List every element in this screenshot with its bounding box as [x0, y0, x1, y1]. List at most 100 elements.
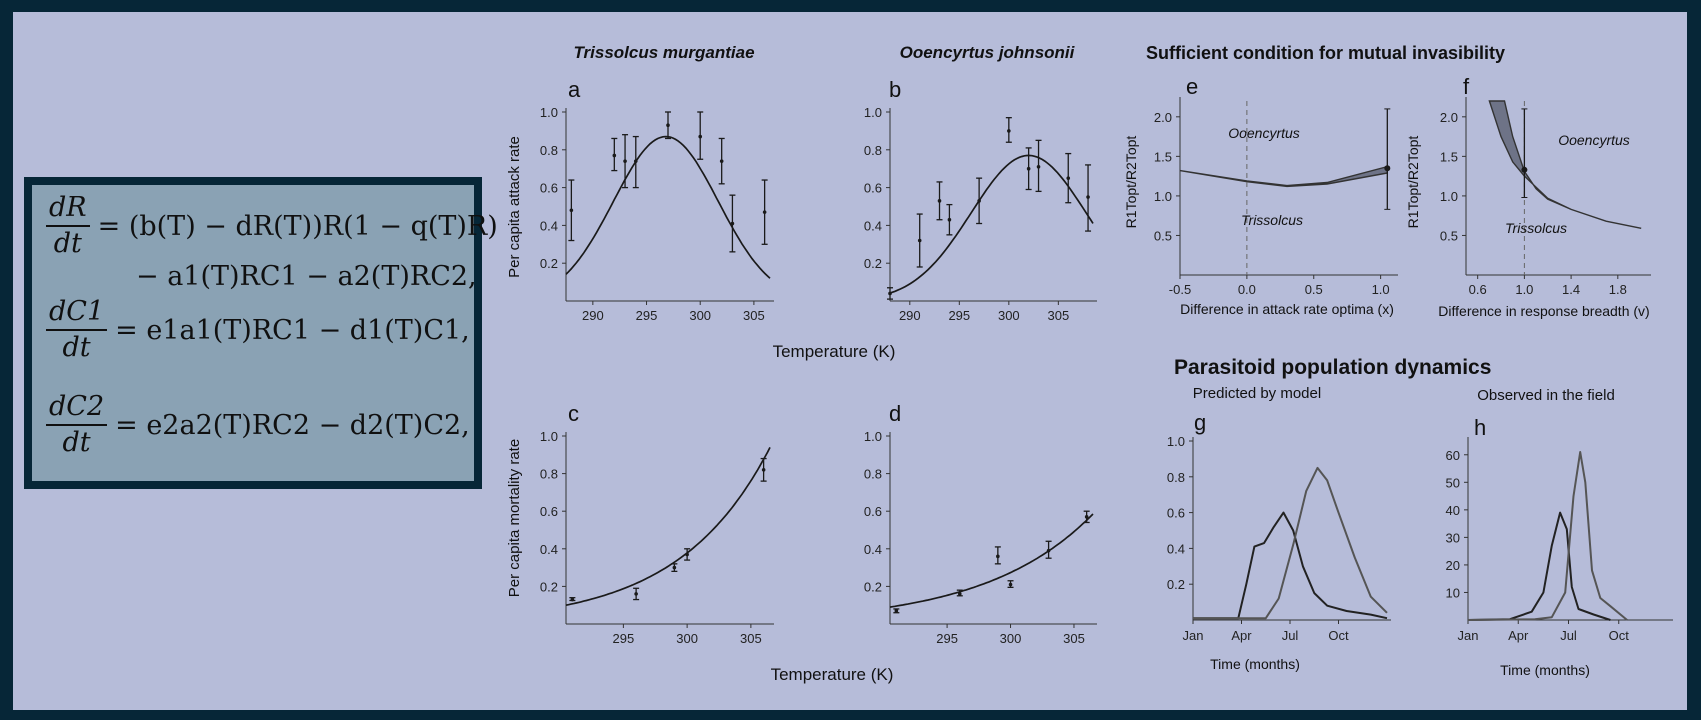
y-tick-label: 0.4: [864, 218, 882, 233]
series-line-1: [1193, 511, 1388, 620]
x-tick-label: Jan: [1458, 628, 1479, 643]
chart-panel-f: f 0.5 1.0 1.5 2.0 0.6 1.0 1.4 1.8 R1Topt/R2Topt Di…: [1405, 74, 1651, 319]
data-point: [612, 153, 617, 158]
y-tick-label: 1.0: [864, 429, 882, 444]
fraction-numerator: dC1: [46, 295, 108, 331]
data-point: [569, 208, 574, 213]
x-tick-label: 0.5: [1305, 282, 1323, 297]
series-line-2: [1193, 466, 1388, 620]
x-tick-label: 0.6: [1469, 282, 1487, 297]
y-tick-label: 0.4: [540, 218, 558, 233]
y-tick-label: 0.6: [864, 504, 882, 519]
y-tick-label: 0.6: [1167, 506, 1185, 521]
fraction-denominator: dt: [62, 332, 91, 363]
data-point: [1384, 165, 1391, 172]
x-axis-label: Time (months): [1210, 656, 1300, 672]
y-tick-label: 1.0: [1440, 189, 1458, 204]
fraction-numerator: dC2: [46, 390, 108, 426]
fitted-curve: [565, 447, 771, 607]
data-point: [666, 123, 670, 128]
x-tick-label: 1.0: [1515, 282, 1533, 297]
y-tick-label: 1.0: [540, 105, 558, 120]
panel-letter-e: e: [1186, 74, 1198, 99]
y-tick-label: 1.5: [1154, 149, 1172, 164]
equation-continuation: − a1(T)RC1 − a2(T)RC2,: [136, 261, 477, 292]
region-label-upper: Ooencyrtus: [1228, 125, 1300, 141]
y-tick-label: 0.8: [540, 143, 558, 158]
x-tick-label: 290: [899, 308, 921, 323]
y-tick-label: 0.2: [864, 256, 882, 271]
chart-panel-c: c 0.2 0.4 0.6 0.8 1.0 295 300 305 Per capita mort…: [506, 401, 774, 646]
fraction-denominator: dt: [62, 427, 91, 458]
y-axis-label: Per capita attack rate: [506, 136, 523, 278]
y-tick-label: 0.5: [1154, 228, 1172, 243]
y-tick-label: 10: [1446, 585, 1460, 600]
data-point: [1086, 195, 1090, 199]
data-point: [623, 159, 627, 163]
equation-resource: dR dt = (b(T) − dR(T))R(1 − q(T)R): [46, 191, 498, 261]
y-tick-label: 0.2: [540, 579, 558, 594]
data-point: [1036, 165, 1041, 169]
panel-letter-b: b: [889, 77, 901, 102]
data-point: [672, 565, 677, 570]
data-point: [633, 159, 638, 163]
y-axis-label: R1Topt/R2Topt: [1123, 136, 1139, 229]
data-point: [762, 210, 767, 214]
y-axis-label: R1Topt/R2Topt: [1405, 136, 1421, 229]
y-tick-label: 0.2: [540, 256, 558, 271]
panel-letter-g: g: [1194, 410, 1206, 435]
y-tick-label: 0.4: [1167, 541, 1185, 556]
data-point: [1046, 548, 1051, 553]
data-point: [937, 199, 942, 203]
plot-area: a 0.2 0.4 0.6 0.8 1.0 290 295 300 305 Per capita a…: [506, 74, 1673, 678]
species-title-b: Ooencyrtus johnsonii: [900, 43, 1076, 62]
panel-letter-c: c: [568, 401, 579, 426]
observed-subtitle: Observed in the field: [1477, 387, 1615, 404]
x-tick-label: 305: [743, 308, 765, 323]
chart-panel-h: h 10 20 30 40 50 60 Jan Apr Jul Oct Time (months): [1446, 415, 1673, 678]
x-tick-label: Jul: [1560, 628, 1577, 643]
y-axis-label: Per capita mortality rate: [506, 439, 523, 597]
fitted-curve: [889, 513, 1094, 608]
data-point: [1066, 176, 1071, 180]
y-tick-label: 30: [1446, 530, 1460, 545]
fitted-curve: [565, 135, 771, 279]
x-tick-label: 305: [1047, 308, 1069, 323]
data-point: [977, 199, 981, 203]
temperature-axis-label-bottom: Temperature (K): [771, 665, 894, 684]
data-point: [719, 159, 724, 163]
y-tick-label: 50: [1446, 475, 1460, 490]
data-point: [1026, 166, 1031, 171]
x-tick-label: 1.0: [1372, 282, 1390, 297]
x-tick-label: -0.5: [1169, 282, 1191, 297]
equation-consumer-1: dC1 dt = e1a1(T)RC1 − d1(T)C1,: [46, 295, 470, 365]
chart-panel-g: g 0.2 0.4 0.6 0.8 1.0 Jan Apr Jul Oct Time (months…: [1167, 410, 1391, 672]
equation-rhs: = (b(T) − dR(T))R(1 − q(T)R): [97, 210, 498, 242]
x-tick-label: 1.8: [1609, 282, 1627, 297]
x-tick-label: 300: [689, 308, 711, 323]
y-tick-label: 1.5: [1440, 149, 1458, 164]
species-title-a: Trissolcus murgantiae: [573, 43, 754, 62]
y-tick-label: 0.8: [540, 467, 558, 482]
data-point: [1084, 515, 1089, 519]
invasibility-band: [1179, 165, 1388, 188]
x-tick-label: Oct: [1609, 628, 1630, 643]
equation-rhs: = e1a1(T)RC1 − d1(T)C1,: [115, 314, 470, 346]
x-tick-label: 295: [613, 631, 635, 646]
invasibility-band: [1488, 100, 1642, 229]
derivative-fraction: dR dt: [46, 191, 90, 261]
region-label-lower: Trissolcus: [1241, 212, 1303, 228]
data-point: [685, 552, 689, 557]
x-tick-label: 300: [1000, 631, 1022, 646]
data-point: [698, 134, 703, 139]
x-tick-label: Apr: [1508, 628, 1529, 643]
data-point: [888, 291, 892, 296]
y-tick-label: 0.5: [1440, 228, 1458, 243]
panel-letter-f: f: [1463, 74, 1470, 99]
x-tick-label: 305: [1063, 631, 1085, 646]
x-tick-label: 290: [582, 308, 604, 323]
y-tick-label: 1.0: [1167, 434, 1185, 449]
invasibility-title: Sufficient condition for mutual invasibi…: [1146, 43, 1505, 63]
y-tick-label: 1.0: [1154, 189, 1172, 204]
